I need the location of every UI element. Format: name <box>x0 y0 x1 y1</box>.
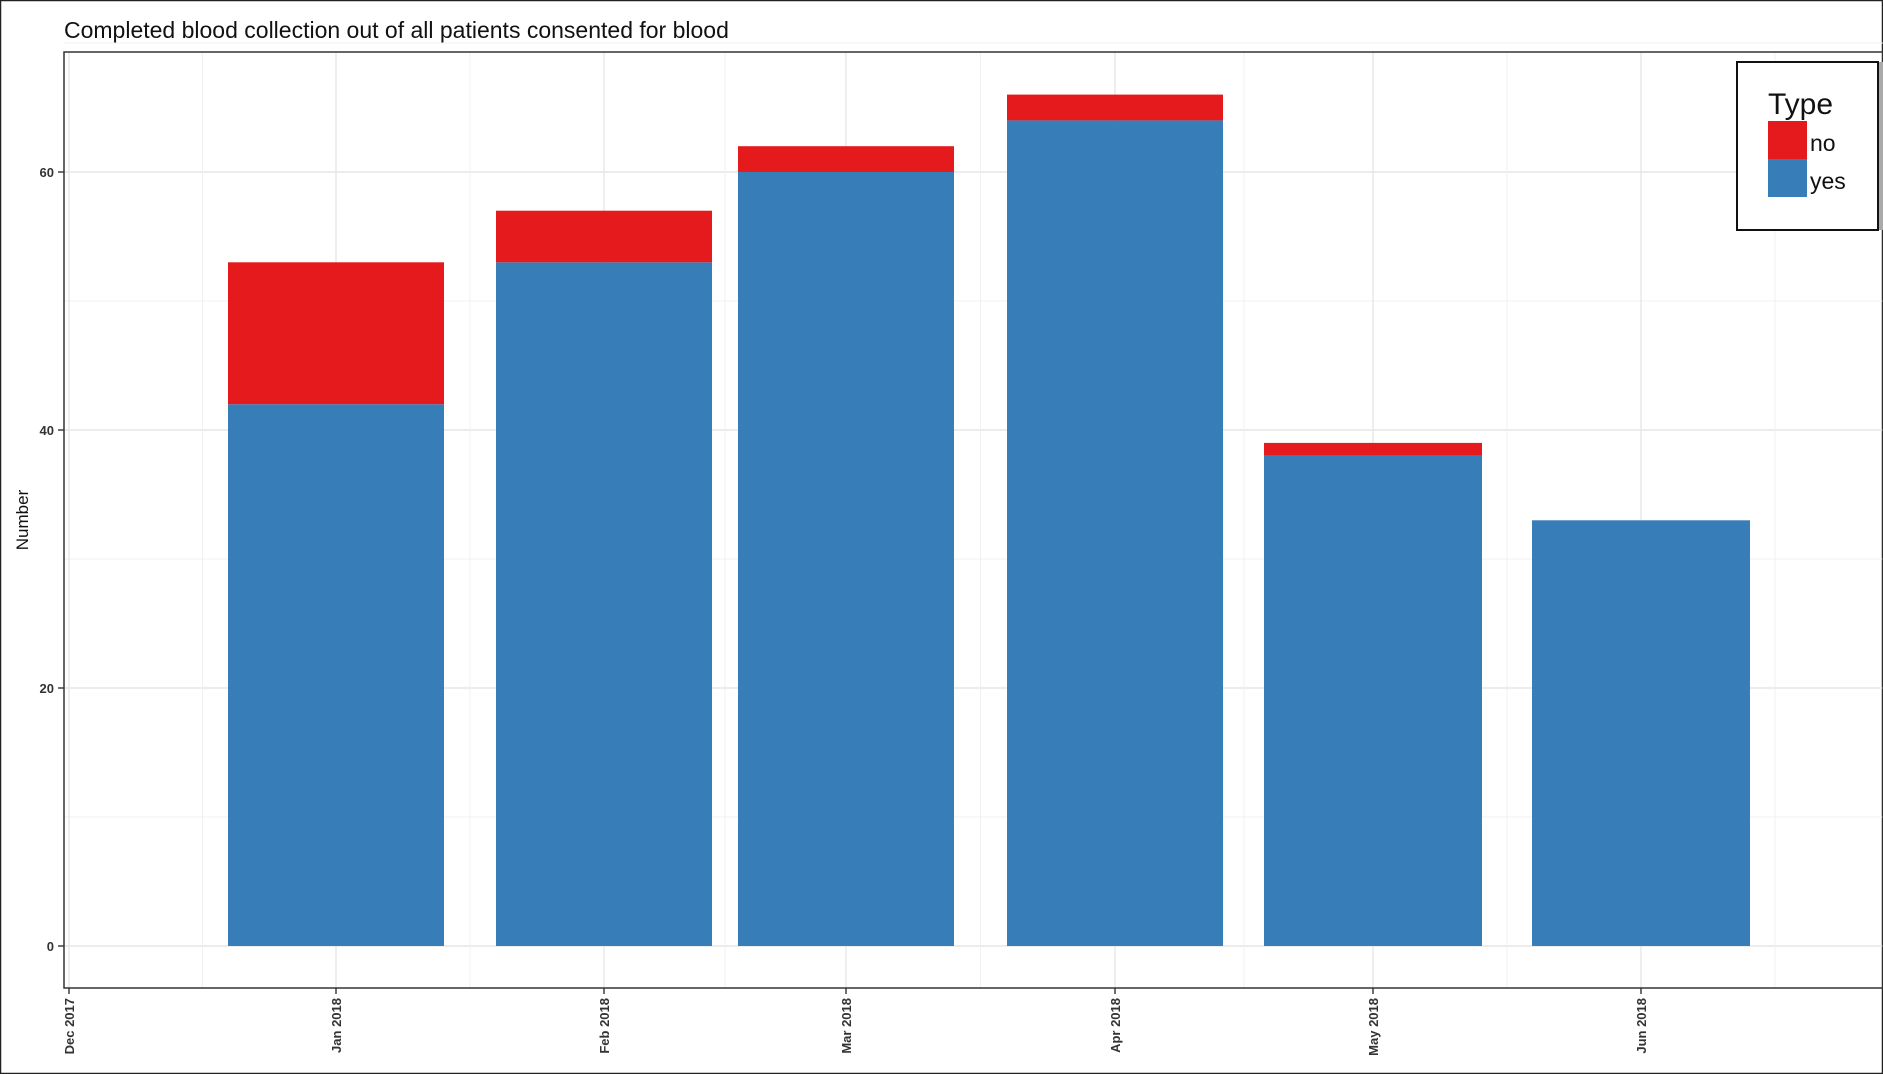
bars <box>228 94 1750 946</box>
bar-yes-jun-2018 <box>1532 520 1750 946</box>
x-tick-label: Apr 2018 <box>1108 998 1123 1053</box>
bar-no-jan-2018 <box>228 262 444 405</box>
bar-yes-feb-2018 <box>496 262 712 946</box>
bar-no-apr-2018 <box>1007 94 1223 121</box>
legend-title: Type <box>1768 88 1833 121</box>
y-axis-label: Number <box>13 489 32 550</box>
y-tick-label: 0 <box>47 939 54 954</box>
legend-box <box>1736 61 1879 231</box>
bar-yes-jan-2018 <box>228 404 444 946</box>
bar-no-mar-2018 <box>738 146 954 172</box>
x-tick-label: Mar 2018 <box>839 998 854 1054</box>
legend-label-yes: yes <box>1810 168 1846 194</box>
axes: 0 20 40 60 Dec 2017 Jan 2018 Feb 2018 Mar 2018 A… <box>40 165 1649 1056</box>
plot-panel-border <box>63 51 1883 989</box>
x-tick-label: Jun 2018 <box>1634 998 1649 1054</box>
legend-swatch-no <box>1768 121 1807 159</box>
y-tick-label: 20 <box>40 681 54 696</box>
legend-swatch-yes <box>1768 159 1807 197</box>
bar-yes-apr-2018 <box>1007 120 1223 946</box>
y-tick-label: 40 <box>40 423 54 438</box>
legend-label-no: no <box>1810 130 1836 156</box>
bar-no-feb-2018 <box>496 210 712 263</box>
legend-shadow <box>1877 62 1883 230</box>
x-tick-label: May 2018 <box>1366 998 1381 1056</box>
y-tick-label: 60 <box>40 165 54 180</box>
x-tick-label: Feb 2018 <box>597 998 612 1054</box>
chart-title: Completed blood collection out of all pa… <box>64 17 729 43</box>
legend: Type no yes <box>1736 61 1883 231</box>
x-tick-label: Jan 2018 <box>329 998 344 1053</box>
bar-yes-may-2018 <box>1264 455 1482 946</box>
bar-no-may-2018 <box>1264 442 1482 456</box>
bar-yes-mar-2018 <box>738 172 954 946</box>
x-tick-label: Dec 2017 <box>62 998 77 1054</box>
